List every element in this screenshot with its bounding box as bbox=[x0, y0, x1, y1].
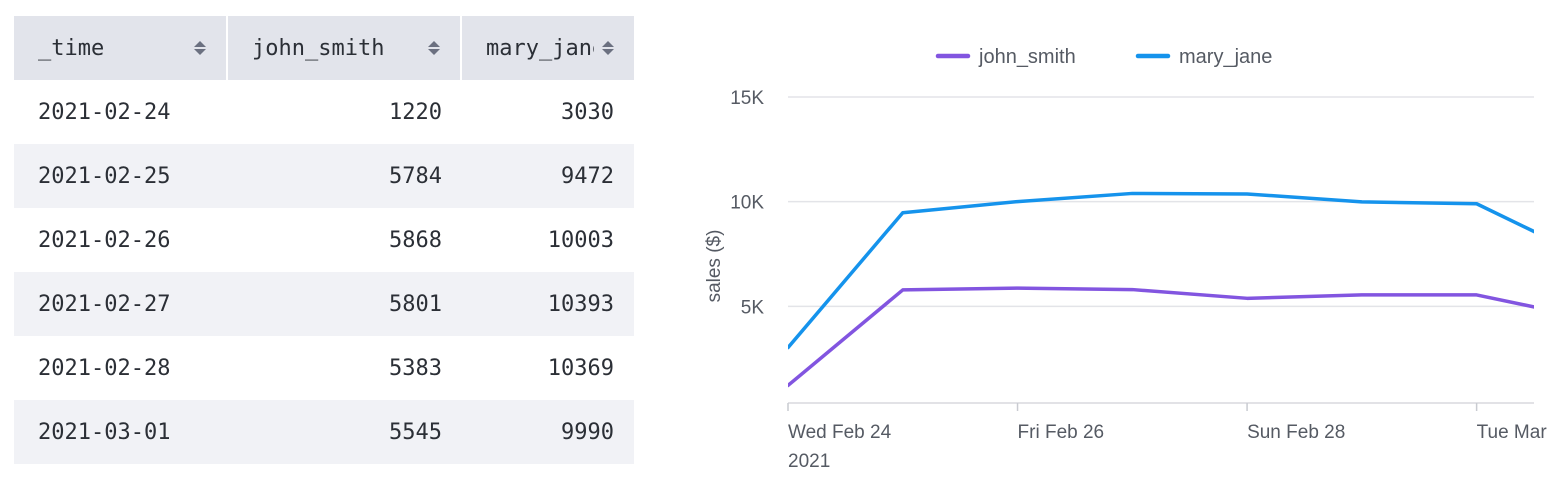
table-cell: 5868 bbox=[389, 227, 442, 253]
table-cell: 9472 bbox=[462, 144, 634, 208]
table-row: 2021-02-26 5868 10003 bbox=[14, 208, 634, 272]
table-cell: 2021-02-24 bbox=[38, 99, 171, 125]
table-cell: 5784 bbox=[228, 144, 462, 208]
column-header-time[interactable]: _time bbox=[14, 16, 228, 80]
column-header-label: _time bbox=[38, 35, 105, 61]
series-line-mary-jane bbox=[788, 191, 1534, 350]
data-table: _time john_smith mary_jane 2021-02-24 122… bbox=[14, 16, 634, 464]
sort-icon[interactable] bbox=[194, 41, 206, 55]
table-cell: 5383 bbox=[389, 355, 442, 381]
x-tick-label: Fri Feb 26 bbox=[1018, 422, 1105, 443]
series-line-john-smith bbox=[788, 286, 1534, 388]
table-row: 2021-02-25 5784 9472 bbox=[14, 144, 634, 208]
table-row: 2021-02-27 5801 10393 bbox=[14, 272, 634, 336]
sort-icon[interactable] bbox=[602, 41, 614, 55]
table-row: 2021-03-01 5545 9990 bbox=[14, 400, 634, 464]
table-cell: 1220 bbox=[389, 99, 442, 125]
table-cell: 2021-02-26 bbox=[38, 227, 171, 253]
table-header-row: _time john_smith mary_jane bbox=[14, 16, 634, 80]
table-cell: 2021-02-27 bbox=[14, 272, 228, 336]
column-header-label: john_smith bbox=[252, 35, 385, 61]
table-cell: 2021-03-01 bbox=[14, 400, 228, 464]
y-axis-label: sales ($) bbox=[704, 230, 725, 303]
table-cell: 10393 bbox=[462, 272, 634, 336]
line-chart: 5K 10K 15K Wed Feb 24 2021 Fri Feb 26 Sun Feb … bbox=[704, 46, 1550, 472]
x-tick-label: Sun Feb 28 bbox=[1247, 422, 1345, 443]
table-cell: 9990 bbox=[462, 400, 634, 464]
table-cell: 3030 bbox=[561, 99, 614, 125]
x-tick-label: Wed Feb 24 bbox=[788, 422, 892, 443]
column-header-label: mary_jane bbox=[486, 35, 594, 61]
y-tick-label: 10K bbox=[730, 193, 764, 214]
table-cell: 10003 bbox=[547, 227, 614, 253]
table-row: 2021-02-24 1220 3030 bbox=[14, 80, 634, 144]
table-cell: 2021-02-25 bbox=[14, 144, 228, 208]
table-cell: 5545 bbox=[228, 400, 462, 464]
table-cell: 2021-02-28 bbox=[38, 355, 171, 381]
sort-icon[interactable] bbox=[428, 41, 440, 55]
legend-label: john_smith bbox=[978, 46, 1076, 68]
column-header-john-smith[interactable]: john_smith bbox=[228, 16, 462, 80]
y-tick-label: 15K bbox=[730, 88, 764, 109]
legend-label: mary_jane bbox=[1179, 46, 1272, 68]
table-cell: 5801 bbox=[228, 272, 462, 336]
table-row: 2021-02-28 5383 10369 bbox=[14, 336, 634, 400]
x-tick-label: Tue Mar 2 bbox=[1477, 422, 1550, 443]
column-header-mary-jane[interactable]: mary_jane bbox=[462, 16, 634, 80]
x-tick-sublabel: 2021 bbox=[788, 451, 830, 472]
y-tick-label: 5K bbox=[741, 297, 765, 318]
table-cell: 10369 bbox=[547, 355, 614, 381]
